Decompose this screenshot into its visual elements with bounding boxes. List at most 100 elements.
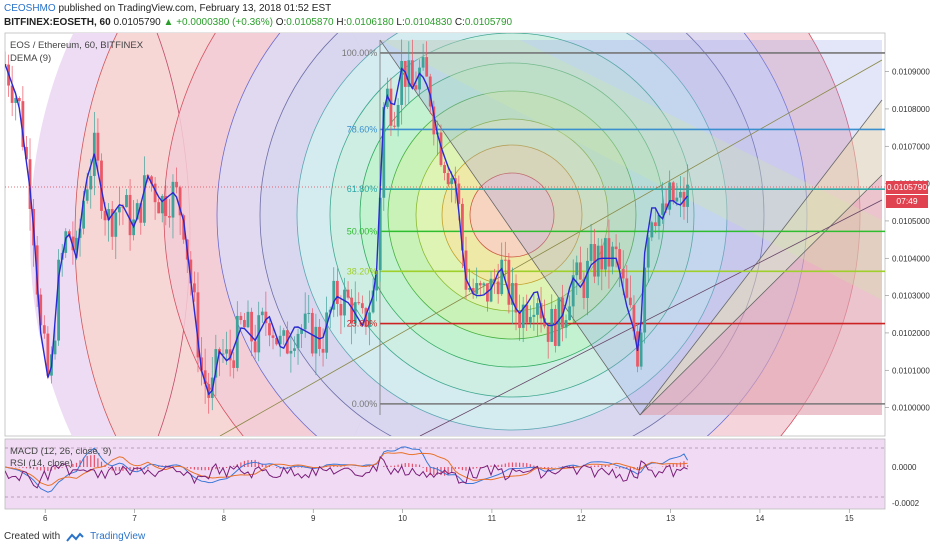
macd-legend[interactable]: MACD (12, 26, close, 9): [10, 446, 112, 457]
fib-level-label: 38.20%: [347, 266, 378, 276]
candle-body: [557, 297, 561, 346]
candle-body: [546, 326, 550, 342]
rsi-legend[interactable]: RSI (14, close): [10, 458, 73, 469]
candle-body: [553, 308, 557, 346]
trend-line-0: [379, 39, 641, 416]
candle-body: [89, 175, 93, 190]
candle-body: [153, 183, 157, 203]
candle-body: [157, 202, 161, 214]
published-text: published on TradingView.com, February 1…: [58, 3, 332, 14]
time-axis[interactable]: 6 7 8 9 10 11 12 13 14 15: [43, 509, 854, 523]
indicator-tick-label: -0.0002: [892, 499, 920, 508]
candle-body: [182, 215, 186, 240]
candle-body: [321, 348, 325, 353]
last-price-tag: 0.0105790: [886, 181, 928, 194]
time-tick-label: 12: [577, 514, 586, 523]
candle-body: [611, 246, 614, 267]
candle-body: [421, 57, 425, 68]
candle-body: [450, 178, 454, 185]
candle-body: [14, 97, 18, 103]
time-tick-label: 10: [398, 514, 407, 523]
fib-circle-9: [469, 172, 555, 258]
candle-body: [189, 259, 193, 284]
candle-body: [586, 260, 589, 298]
candle-body: [282, 330, 286, 336]
candle-body: [75, 237, 78, 251]
candle-body: [357, 302, 361, 304]
candle-body: [264, 311, 268, 324]
candle-body: [200, 357, 203, 371]
tradingview-link[interactable]: TradingView: [90, 531, 146, 542]
candle-body: [300, 329, 304, 334]
price-tick-label: 0.0108000: [892, 105, 930, 114]
time-tick-label: 9: [311, 514, 316, 523]
candle-body: [618, 249, 622, 269]
candle-body: [675, 197, 679, 202]
candle-body: [646, 237, 650, 268]
candle-body: [464, 250, 468, 290]
candle-body: [575, 262, 579, 276]
dema-legend[interactable]: DEMA (9): [10, 53, 52, 64]
candle-body: [428, 76, 432, 107]
tradingview-logo-icon: [66, 532, 84, 542]
candle-body: [503, 259, 507, 261]
candle-body: [268, 323, 271, 336]
candle-body: [650, 222, 654, 238]
candle-body: [343, 289, 346, 316]
candle-body: [525, 304, 529, 323]
candle-body: [564, 320, 568, 328]
candle-body: [128, 194, 132, 236]
candle-body: [296, 333, 300, 349]
indicator-axis[interactable]: 0.0000 -0.0002: [892, 463, 920, 508]
candle-body: [378, 197, 382, 271]
candle-body: [475, 283, 479, 294]
price-tick-label: 0.0102000: [892, 329, 930, 338]
high-value: 0.0106180: [346, 17, 394, 28]
last-price: 0.0105790: [113, 17, 161, 28]
candle-body: [482, 283, 486, 286]
candle-body: [679, 191, 682, 198]
candle-body: [393, 125, 396, 127]
candle-body: [396, 104, 400, 127]
candle-body: [528, 316, 532, 323]
candle-body: [318, 326, 321, 349]
candle-body: [178, 187, 182, 216]
candle-body: [243, 320, 246, 328]
candle-body: [657, 214, 661, 227]
candle-body: [96, 132, 100, 161]
price-axis[interactable]: 0.01090000.01080000.01070000.01060000.01…: [885, 68, 930, 413]
candle-body: [107, 209, 111, 221]
author-name[interactable]: CEOSHMO: [4, 3, 56, 14]
candle-body: [328, 309, 332, 313]
candle-body: [364, 308, 368, 327]
candle-body: [25, 146, 28, 160]
candle-body: [203, 370, 207, 385]
time-tick-label: 11: [488, 514, 497, 523]
price-tick-label: 0.0105000: [892, 217, 930, 226]
trend-line-3: [219, 59, 883, 436]
candle-body: [314, 326, 318, 354]
candle-body: [375, 270, 379, 291]
drawing-tools: [30, 33, 883, 436]
candle-body: [235, 315, 239, 368]
time-tick-label: 13: [666, 514, 675, 523]
symbol-label: BITFINEX:EOSETH, 60: [4, 17, 111, 28]
indicator-tick-label: 0.0000: [892, 463, 917, 472]
candle-body: [536, 303, 539, 315]
trend-line-2: [639, 99, 883, 416]
candle-body: [196, 292, 200, 358]
candle-body: [278, 335, 282, 345]
candle-body: [310, 312, 314, 354]
candle-body: [607, 238, 611, 267]
candle-body: [293, 348, 296, 351]
candle-body: [582, 279, 586, 298]
candle-body: [593, 244, 597, 277]
time-tick-label: 7: [132, 514, 137, 523]
candle-body: [85, 189, 89, 201]
candle-body: [639, 332, 643, 367]
candle-body: [614, 246, 618, 250]
countdown-tag: 07:49: [886, 195, 928, 208]
open-value: 0.0105870: [286, 17, 334, 28]
candle-body: [443, 165, 446, 174]
